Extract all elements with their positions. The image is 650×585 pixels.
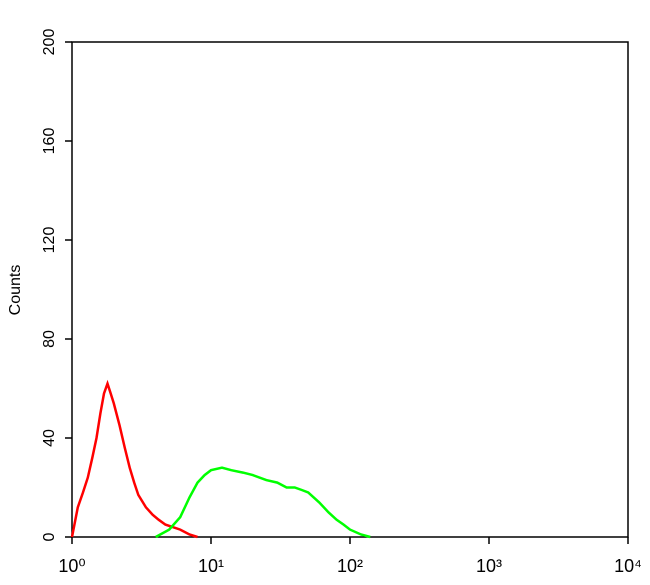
histogram-line [70,379,198,539]
x-tick-label: 10³ [476,556,502,576]
y-tick-label: 80 [41,330,58,348]
y-tick-label: 200 [41,29,58,56]
y-tick-label: 0 [41,532,58,541]
x-tick-label: 10¹ [198,556,224,576]
x-tick-label: 10² [337,556,363,576]
y-tick-label: 120 [41,227,58,254]
histogram-line [155,466,371,539]
y-tick-label: 160 [41,128,58,155]
plot-frame [71,41,629,538]
x-tick-label: 10⁰ [58,556,85,576]
y-axis-label: Counts [7,265,24,316]
x-tick-label: 10⁴ [614,556,642,576]
y-tick-label: 40 [41,429,58,447]
